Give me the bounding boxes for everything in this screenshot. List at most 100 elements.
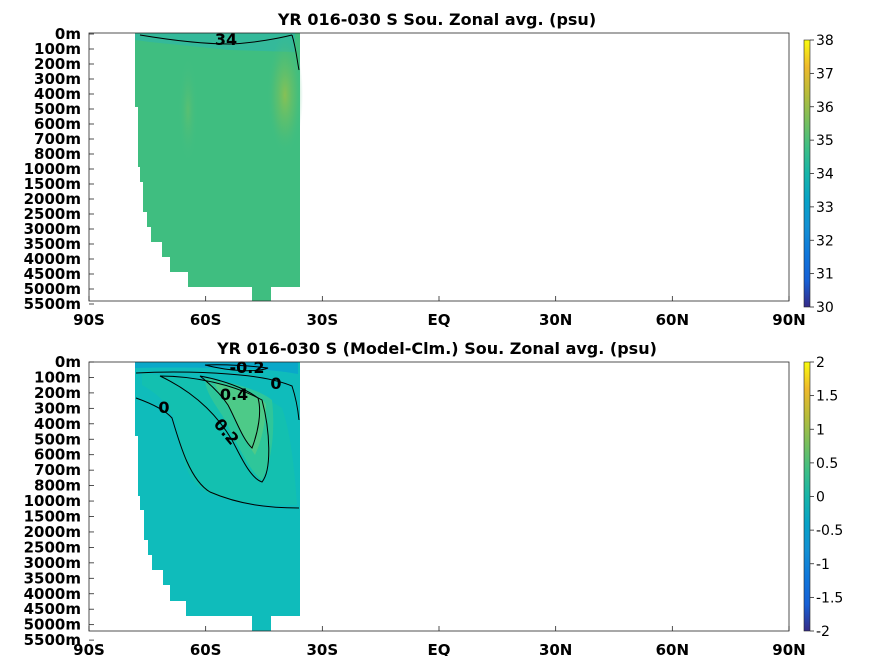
y-tick-label: 3500m [24, 235, 81, 253]
y-tick-label: 300m [34, 399, 81, 417]
y-tick-marks [89, 361, 94, 641]
colorbar-tick-labels: 30 31 32 33 34 35 36 37 38 [810, 33, 834, 316]
y-tick-label: 5000m [24, 280, 81, 298]
y-tick-label: 1500m [24, 508, 81, 526]
heatmap-salinity-field: 34 [135, 30, 303, 301]
contour-label: 0 [270, 374, 281, 393]
colorbar-tick-label: -1.5 [816, 590, 843, 606]
colorbar [803, 39, 811, 308]
y-tick-label: 5500m [24, 295, 81, 313]
contour-label: -0.2 [230, 358, 265, 377]
colorbar-tick-label: 32 [816, 233, 834, 249]
y-tick-label: 200m [34, 384, 81, 402]
x-tick-labels: 90S 60S 30S EQ 30N 60N 90N [73, 641, 806, 656]
y-tick-label: 2500m [24, 538, 81, 556]
x-tick-label: 30N [539, 311, 572, 329]
contour-zero-upper [135, 371, 300, 421]
y-tick-label: 0m [55, 25, 81, 43]
y-tick-label: 600m [34, 446, 81, 464]
panel-salinity-anomaly: YR 016-030 S (Model-Clm.) Sou. Zonal avg… [24, 339, 844, 656]
y-tick-label: 4500m [24, 265, 81, 283]
colorbar-tick-label: 1.5 [816, 389, 838, 405]
x-tick-label: 60N [656, 641, 689, 656]
colorbar-tick-label: 38 [816, 33, 834, 49]
y-tick-label: 1500m [24, 175, 81, 193]
colorbar-tick-label: 1 [816, 422, 825, 438]
salinity-high-core [267, 35, 303, 155]
contour-label: 0 [158, 398, 169, 417]
y-tick-labels: 0m100m200m300m400m500m600m700m800m1000m1… [24, 353, 81, 649]
colorbar-tick-label: 35 [816, 133, 834, 149]
x-tick-label: 60S [190, 311, 222, 329]
panel-2-title: YR 016-030 S (Model-Clm.) Sou. Zonal avg… [216, 339, 657, 358]
y-tick-label: 400m [34, 415, 81, 433]
x-tick-label: 90S [73, 311, 105, 329]
y-tick-label: 2000m [24, 190, 81, 208]
colorbar-tick-label: 2 [816, 355, 825, 371]
y-tick-labels: 0m100m200m300m400m500m600m700m800m1000m1… [24, 25, 81, 313]
x-tick-labels: 90S 60S 30S EQ 30N 60N 90N [73, 311, 806, 329]
panel-1-title: YR 016-030 S Sou. Zonal avg. (psu) [277, 10, 596, 29]
y-tick-label: 300m [34, 70, 81, 88]
x-tick-marks [88, 296, 790, 301]
panel-salinity: YR 016-030 S Sou. Zonal avg. (psu) 34 0m… [24, 10, 834, 329]
y-tick-label: 4000m [24, 250, 81, 268]
y-tick-label: 500m [34, 430, 81, 448]
contour-zero-lower [135, 397, 300, 509]
salinity-surface-fresh-band [135, 33, 295, 52]
contour-label: 0.4 [220, 385, 248, 404]
x-tick-label: 90N [772, 311, 805, 329]
anomaly-max-core-inner [215, 383, 266, 455]
y-tick-label: 700m [34, 461, 81, 479]
x-tick-label: 90N [772, 641, 805, 656]
y-tick-label: 800m [34, 145, 81, 163]
x-tick-label: EQ [428, 641, 451, 656]
x-tick-label: 90S [73, 641, 105, 656]
y-tick-label: 3500m [24, 569, 81, 587]
colorbar-tick-label: -2 [816, 624, 830, 640]
x-tick-label: 60S [190, 641, 222, 656]
colorbar [803, 361, 811, 632]
x-tick-label: EQ [428, 311, 451, 329]
salinity-mid-core [178, 55, 198, 165]
colorbar-tick-label: -0.5 [816, 523, 843, 539]
colorbar-tick-label: 31 [816, 267, 834, 283]
y-tick-label: 100m [34, 40, 81, 58]
y-tick-label: 0m [55, 353, 81, 371]
y-tick-label: 500m [34, 100, 81, 118]
colorbar-tick-label: 34 [816, 167, 834, 183]
y-tick-label: 2500m [24, 205, 81, 223]
contour-neg-0.2 [204, 364, 269, 372]
anomaly-negative-surface [135, 362, 298, 374]
x-tick-label: 60N [656, 311, 689, 329]
y-tick-label: 400m [34, 85, 81, 103]
colorbar-tick-label: 37 [816, 66, 834, 82]
y-tick-label: 4500m [24, 600, 81, 618]
y-tick-label: 100m [34, 368, 81, 386]
y-tick-label: 3000m [24, 554, 81, 572]
colorbar-tick-label: 0.5 [816, 456, 838, 472]
y-tick-label: 4000m [24, 585, 81, 603]
x-tick-label: 30N [539, 641, 572, 656]
heatmap-anomaly-field: -0.2 0 0 0.4 0.2 [135, 358, 300, 631]
colorbar-tick-labels: -2 -1.5 -1 -0.5 0 0.5 1 1.5 2 [810, 355, 843, 640]
y-tick-label: 200m [34, 55, 81, 73]
x-tick-marks [88, 626, 790, 631]
y-tick-label: 600m [34, 115, 81, 133]
x-tick-label: 30S [306, 311, 338, 329]
contour-0.4 [199, 375, 261, 449]
y-tick-label: 800m [34, 477, 81, 495]
y-tick-label: 700m [34, 130, 81, 148]
y-tick-marks [89, 33, 94, 305]
contour-0.2 [159, 375, 270, 483]
contour-34 [139, 34, 300, 71]
y-tick-label: 1000m [24, 492, 81, 510]
y-tick-label: 2000m [24, 523, 81, 541]
salinity-ocean-region [135, 33, 300, 301]
colorbar-tick-label: -1 [816, 557, 830, 573]
colorbar-tick-label: 0 [816, 490, 825, 506]
x-tick-label: 30S [306, 641, 338, 656]
colorbar-tick-label: 30 [816, 300, 834, 316]
contour-label: 34 [215, 30, 237, 49]
